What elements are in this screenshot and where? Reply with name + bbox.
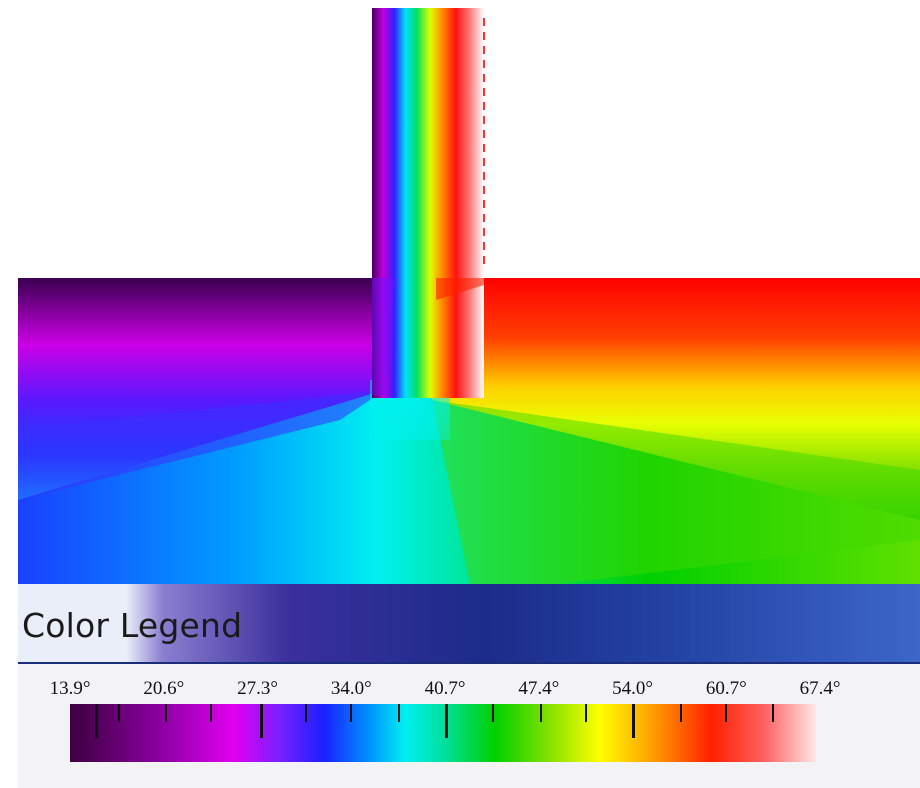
legend-minor-tick — [398, 704, 400, 722]
legend-minor-tick — [492, 704, 494, 722]
legend-major-tick — [632, 704, 635, 738]
legend-minor-tick — [350, 704, 352, 722]
legend-minor-tick — [585, 704, 587, 722]
legend-tick-label: 47.4° — [518, 678, 560, 699]
legend-tick-label: 13.9° — [49, 678, 91, 699]
legend-tick-label: 20.6° — [143, 678, 185, 699]
legend-minor-tick — [165, 704, 167, 722]
legend-tick-label: 67.4° — [799, 678, 841, 699]
legend-minor-tick — [118, 704, 120, 722]
legend-tick-label: 40.7° — [424, 678, 466, 699]
thermal-field-plot — [18, 8, 920, 584]
legend-major-tick — [445, 704, 448, 738]
legend-minor-tick — [680, 704, 682, 722]
legend-major-tick — [260, 704, 263, 738]
legend-minor-tick — [210, 704, 212, 722]
color-legend-header: Color Legend — [18, 584, 920, 664]
legend-minor-tick — [772, 704, 774, 722]
legend-major-tick — [95, 704, 98, 738]
legend-minor-tick — [305, 704, 307, 722]
color-scale-bar — [70, 704, 816, 762]
legend-tick-label: 27.3° — [237, 678, 278, 699]
legend-tick-label: 60.7° — [705, 678, 747, 699]
legend-tick-label: 54.0° — [612, 678, 653, 699]
legend-tick-label: 34.0° — [330, 678, 372, 699]
legend-minor-tick — [540, 704, 542, 722]
legend-tick-labels: 13.9° 20.6° 27.3° 34.0° 40.7° 47.4° 54.0° 60.7°… — [0, 678, 920, 702]
legend-title: Color Legend — [22, 606, 243, 645]
legend-minor-tick — [725, 704, 727, 722]
